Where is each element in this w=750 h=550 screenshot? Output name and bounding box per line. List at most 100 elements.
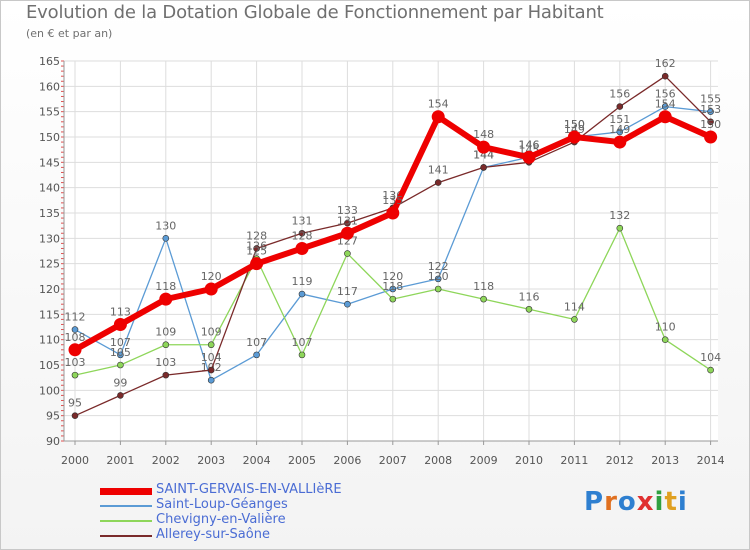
y-tick-label: 90	[46, 435, 60, 448]
data-label: 144	[473, 148, 494, 161]
data-label: 104	[700, 351, 721, 364]
x-tick-label: 2005	[288, 454, 316, 467]
data-point	[250, 257, 264, 271]
data-label: 120	[382, 270, 403, 283]
data-point	[707, 118, 714, 126]
data-point	[434, 285, 442, 293]
y-tick-label: 130	[39, 232, 60, 245]
data-point	[295, 241, 309, 255]
legend-label: Chevigny-en-Valière	[156, 512, 286, 527]
data-point	[298, 351, 306, 359]
data-point	[117, 361, 124, 369]
legend-swatch	[100, 505, 152, 507]
data-point	[344, 250, 351, 257]
data-label: 151	[609, 113, 630, 126]
y-tick-label: 155	[39, 106, 60, 119]
logo-letter: P	[584, 487, 605, 517]
legend-swatch	[100, 487, 152, 495]
data-label: 149	[609, 123, 630, 136]
data-point	[431, 110, 445, 124]
data-label: 112	[65, 311, 86, 324]
logo-letter: x	[636, 487, 655, 517]
y-tick-label: 115	[39, 308, 60, 321]
data-label: 122	[428, 260, 449, 273]
data-point	[480, 164, 487, 171]
y-tick-label: 95	[46, 410, 60, 423]
x-tick-label: 2010	[515, 454, 543, 467]
data-label: 120	[201, 270, 222, 283]
data-label: 99	[113, 376, 127, 389]
y-tick-label: 140	[39, 182, 60, 195]
data-label: 146	[519, 138, 540, 151]
data-point	[253, 351, 260, 359]
y-tick-label: 110	[39, 334, 60, 347]
data-point	[613, 135, 627, 149]
logo-letter: i	[654, 487, 665, 517]
data-point	[340, 226, 354, 240]
data-label: 150	[564, 118, 585, 131]
data-point	[253, 245, 260, 252]
x-tick-label: 2007	[379, 454, 407, 467]
data-point	[707, 366, 714, 374]
data-label: 133	[337, 204, 358, 217]
data-point	[162, 371, 170, 379]
data-label: 107	[292, 336, 313, 349]
data-point	[434, 179, 442, 186]
x-tick-label: 2011	[560, 454, 588, 467]
data-point	[707, 108, 714, 115]
data-point	[661, 336, 669, 343]
logo-letter: o	[617, 487, 637, 517]
data-label: 150	[700, 118, 721, 131]
data-label: 113	[110, 305, 131, 318]
data-label: 128	[292, 229, 313, 242]
data-label: 118	[473, 280, 494, 293]
data-point	[344, 219, 351, 227]
x-tick-label: 2008	[424, 454, 452, 467]
data-label: 154	[655, 98, 676, 111]
data-point	[207, 341, 215, 349]
data-label: 132	[609, 209, 630, 222]
data-label: 109	[201, 326, 222, 339]
data-label: 154	[428, 98, 449, 111]
y-tick-label: 125	[39, 258, 60, 271]
data-label: 135	[382, 194, 403, 207]
data-point	[525, 305, 533, 313]
y-tick-label: 120	[39, 283, 60, 296]
data-point	[567, 130, 581, 144]
data-label: 110	[655, 321, 676, 334]
legend-swatch	[100, 535, 152, 537]
data-point	[71, 412, 79, 419]
data-label: 125	[246, 245, 267, 258]
x-tick-label: 2009	[470, 454, 498, 467]
data-point	[389, 285, 397, 293]
data-point	[434, 275, 442, 283]
data-point	[704, 130, 718, 144]
data-point	[661, 72, 669, 80]
y-tick-label: 135	[39, 207, 60, 220]
legend-label: Allerey-sur-Saône	[156, 527, 270, 542]
proxiti-logo: Proxiti	[584, 487, 688, 517]
data-point	[204, 282, 218, 296]
data-point	[113, 317, 127, 331]
data-label: 109	[155, 326, 176, 339]
data-label: 108	[65, 331, 86, 344]
data-point	[616, 224, 624, 232]
data-point	[71, 326, 79, 333]
data-label: 118	[382, 280, 403, 293]
data-label: 104	[201, 351, 222, 364]
legend-swatch	[100, 520, 152, 522]
data-point	[68, 343, 82, 357]
data-point	[298, 290, 306, 298]
data-label: 117	[337, 285, 358, 298]
data-point	[389, 295, 397, 303]
data-label: 156	[609, 88, 630, 101]
data-label: 153	[700, 103, 721, 116]
data-label: 162	[655, 57, 676, 70]
data-label: 150	[564, 118, 585, 131]
y-tick-label: 145	[39, 156, 60, 169]
data-point	[616, 128, 624, 136]
data-label: 155	[700, 93, 721, 106]
data-point	[344, 300, 351, 308]
data-point	[162, 235, 170, 242]
data-point	[71, 371, 79, 379]
